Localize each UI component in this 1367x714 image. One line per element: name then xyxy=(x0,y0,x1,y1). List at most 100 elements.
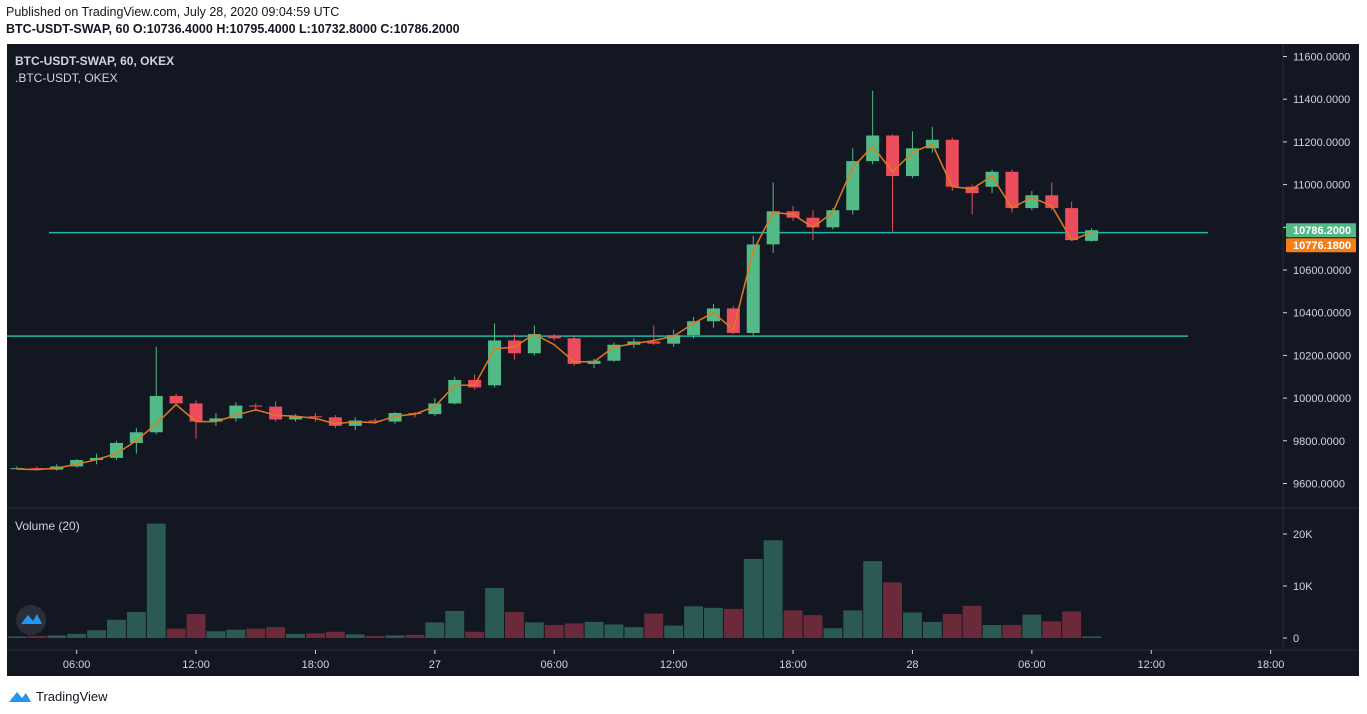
volume-bar[interactable] xyxy=(903,612,922,638)
candle-body[interactable] xyxy=(647,341,661,344)
candle-body[interactable] xyxy=(527,334,541,354)
volume-bar[interactable] xyxy=(107,619,126,638)
volume-bar[interactable] xyxy=(863,561,883,638)
volume-bar[interactable] xyxy=(87,630,106,638)
tradingview-watermark-icon[interactable] xyxy=(16,605,46,635)
candle-body[interactable] xyxy=(129,432,143,443)
candle-body[interactable] xyxy=(985,171,999,187)
volume-bar[interactable] xyxy=(843,610,863,638)
candle-body[interactable] xyxy=(746,244,760,333)
candle-body[interactable] xyxy=(169,395,183,404)
volume-bar[interactable] xyxy=(883,582,902,638)
volume-bar[interactable] xyxy=(584,621,604,638)
volume-bar[interactable] xyxy=(604,624,624,638)
volume-bar[interactable] xyxy=(246,628,266,638)
volume-bar[interactable] xyxy=(146,523,166,638)
candle-body[interactable] xyxy=(567,338,581,364)
volume-bar[interactable] xyxy=(186,614,206,638)
volume-bar[interactable] xyxy=(704,607,723,638)
volume-bar[interactable] xyxy=(67,633,87,638)
volume-bar[interactable] xyxy=(7,636,27,638)
candle-body[interactable] xyxy=(348,420,362,426)
candle-body[interactable] xyxy=(866,135,880,162)
candle-body[interactable] xyxy=(945,139,959,187)
candle-body[interactable] xyxy=(388,413,402,422)
candle-body[interactable] xyxy=(1085,230,1099,241)
volume-bar[interactable] xyxy=(306,633,325,638)
volume-bar[interactable] xyxy=(783,610,803,638)
candle-body[interactable] xyxy=(328,417,342,426)
price-tick-label: 11400.0000 xyxy=(1293,94,1350,106)
volume-bar[interactable] xyxy=(126,612,146,638)
volume-bar[interactable] xyxy=(524,622,544,638)
volume-bar[interactable] xyxy=(962,605,982,638)
volume-bar[interactable] xyxy=(1002,625,1022,638)
volume-bar[interactable] xyxy=(47,635,67,638)
candle-body[interactable] xyxy=(308,416,322,418)
candle-body[interactable] xyxy=(289,416,303,420)
candle-body[interactable] xyxy=(149,395,163,433)
volume-bar[interactable] xyxy=(485,588,504,638)
volume-bar[interactable] xyxy=(166,628,186,638)
volume-bar[interactable] xyxy=(564,623,584,638)
candle-body[interactable] xyxy=(667,335,681,344)
compare-series-line[interactable] xyxy=(16,143,1092,471)
tradingview-brand[interactable]: TradingView xyxy=(8,687,108,705)
volume-bar[interactable] xyxy=(27,635,47,638)
candle-body[interactable] xyxy=(70,460,84,467)
candle-body[interactable] xyxy=(1005,171,1019,209)
candle-body[interactable] xyxy=(448,379,462,404)
volume-bar[interactable] xyxy=(723,608,743,638)
candle-body[interactable] xyxy=(547,336,561,339)
volume-bar[interactable] xyxy=(1062,611,1082,638)
volume-bar[interactable] xyxy=(942,614,962,638)
candle-body[interactable] xyxy=(189,403,203,422)
candle-body[interactable] xyxy=(209,418,223,422)
volume-bar[interactable] xyxy=(206,631,226,638)
candle-body[interactable] xyxy=(229,405,243,419)
volume-bar[interactable] xyxy=(505,612,524,638)
volume-bar[interactable] xyxy=(226,629,246,638)
volume-bar[interactable] xyxy=(684,606,703,638)
volume-bar[interactable] xyxy=(266,627,286,638)
volume-bar[interactable] xyxy=(385,635,405,638)
volume-bar[interactable] xyxy=(345,634,365,638)
candle-body[interactable] xyxy=(886,135,900,177)
volume-bar[interactable] xyxy=(644,613,664,638)
volume-bar[interactable] xyxy=(325,631,345,638)
volume-bar[interactable] xyxy=(743,558,763,638)
candle-body[interactable] xyxy=(965,186,979,194)
brand-name: TradingView xyxy=(36,688,108,704)
volume-bar[interactable] xyxy=(803,615,823,638)
volume-bar[interactable] xyxy=(425,622,445,638)
candle-body[interactable] xyxy=(428,403,442,415)
candle-body[interactable] xyxy=(1065,208,1079,241)
volume-bar[interactable] xyxy=(445,610,465,638)
tradingview-logo-icon xyxy=(9,692,31,702)
candle-body[interactable] xyxy=(269,406,283,420)
high-label: H: xyxy=(216,22,230,36)
candle-body[interactable] xyxy=(249,405,263,407)
candle-body[interactable] xyxy=(488,340,502,386)
volume-bar[interactable] xyxy=(465,631,485,638)
volume-bar[interactable] xyxy=(982,625,1002,638)
volume-bar[interactable] xyxy=(624,627,644,638)
open-label: O: xyxy=(132,22,147,36)
candle-body[interactable] xyxy=(766,211,780,245)
volume-bar[interactable] xyxy=(365,635,385,638)
volume-bar[interactable] xyxy=(664,625,684,638)
candle-body[interactable] xyxy=(806,217,820,228)
volume-bar[interactable] xyxy=(1082,636,1101,638)
price-pane[interactable] xyxy=(7,44,1283,508)
volume-bar[interactable] xyxy=(405,634,425,638)
candle-body[interactable] xyxy=(368,420,382,422)
candle-body[interactable] xyxy=(706,308,720,322)
volume-bar[interactable] xyxy=(922,621,942,638)
volume-bar[interactable] xyxy=(286,633,305,638)
volume-bar[interactable] xyxy=(1042,621,1062,638)
volume-bar[interactable] xyxy=(763,540,783,638)
volume-bar[interactable] xyxy=(544,625,564,638)
volume-bar[interactable] xyxy=(1022,614,1042,638)
volume-bar[interactable] xyxy=(823,628,843,638)
